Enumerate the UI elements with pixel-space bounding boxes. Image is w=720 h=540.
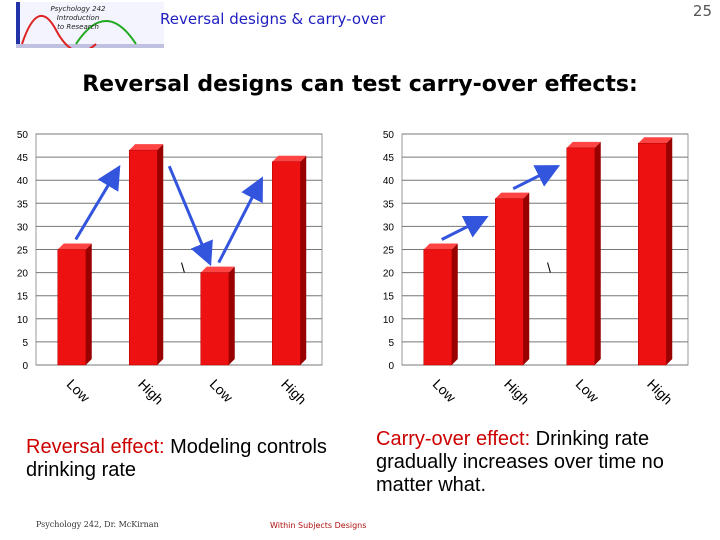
bar-side — [594, 141, 601, 365]
x-tick-label: Low — [207, 376, 237, 406]
caption-reversal: Reversal effect: Modeling controls drink… — [26, 436, 346, 482]
bar-side — [228, 266, 235, 365]
y-tick-label: 50 — [383, 130, 395, 141]
chart-2: 0 5 10 15 20 25 30 35 40 45 50 Low High Low High \ — [383, 130, 689, 408]
annotation: \ — [547, 260, 551, 276]
bar-side — [523, 192, 530, 365]
y-tick-label: 45 — [17, 153, 29, 164]
page-number: 25 — [692, 2, 712, 20]
bar — [495, 198, 524, 366]
y-tick-label: 35 — [17, 199, 29, 210]
x-tick-label: Low — [430, 376, 460, 406]
bar-side — [85, 243, 92, 365]
y-tick-label: 25 — [383, 246, 395, 257]
trend-arrow — [217, 176, 263, 264]
x-tick-label: High — [135, 376, 167, 408]
bar-top — [129, 144, 164, 151]
slide-title: Reversal designs & carry-over — [160, 10, 386, 28]
bar-top — [566, 141, 601, 148]
caption-carryover: Carry-over effect: Drinking rate gradual… — [376, 428, 706, 497]
y-tick-label: 20 — [383, 269, 395, 280]
y-tick-label: 15 — [383, 292, 395, 303]
bar-side — [157, 144, 164, 365]
y-tick-label: 20 — [17, 269, 29, 280]
y-tick-label: 30 — [17, 222, 29, 233]
charts-canvas: 0 5 10 15 20 25 30 35 40 45 50 Low High Low High \ 0 5 10 1… — [17, 130, 689, 408]
bar — [57, 249, 86, 366]
y-tick-label: 10 — [17, 315, 29, 326]
bar — [200, 272, 229, 366]
bar-side — [451, 243, 458, 365]
y-tick-label: 0 — [388, 361, 394, 372]
bar — [638, 142, 667, 366]
y-tick-label: 25 — [17, 246, 29, 257]
y-tick-label: 50 — [17, 130, 29, 141]
bar-side — [666, 137, 673, 365]
footer-topic: Within Subjects Designs — [270, 521, 367, 530]
bar — [129, 149, 158, 366]
y-tick-label: 5 — [22, 338, 28, 349]
bar — [423, 249, 452, 366]
annotation: \ — [181, 260, 185, 276]
y-tick-label: 45 — [383, 153, 395, 164]
bar-top — [272, 155, 307, 162]
y-tick-label: 40 — [17, 176, 29, 187]
y-tick-label: 30 — [383, 222, 395, 233]
y-tick-label: 15 — [17, 292, 29, 303]
y-tick-label: 40 — [383, 176, 395, 187]
y-tick-label: 35 — [383, 199, 395, 210]
chart-1: 0 5 10 15 20 25 30 35 40 45 50 Low High Low High \ — [17, 130, 323, 408]
caption-reversal-text: Modeling controls drinking rate — [26, 436, 327, 481]
x-tick-label: High — [501, 376, 533, 408]
bar-top — [495, 192, 530, 199]
x-tick-label: High — [278, 376, 310, 408]
x-tick-label: High — [644, 376, 676, 408]
y-tick-label: 10 — [383, 315, 395, 326]
trend-arrow — [74, 165, 121, 241]
bar — [566, 147, 595, 366]
caption-reversal-lead: Reversal effect: — [26, 436, 165, 458]
course-logo — [16, 2, 164, 48]
y-tick-label: 0 — [22, 361, 28, 372]
x-tick-label: Low — [573, 376, 603, 406]
bar-top — [57, 243, 92, 250]
bar — [272, 161, 301, 366]
caption-carryover-text: Drinking rate gradually increases over t… — [376, 428, 664, 496]
footer-course: Psychology 242, Dr. McKirnan — [36, 520, 159, 529]
caption-carryover-lead: Carry-over effect: — [376, 428, 531, 450]
logo-text: Psychology 242 Introduction to Research — [50, 5, 106, 31]
bar-top — [423, 243, 458, 250]
trend-arrow — [512, 165, 561, 191]
y-tick-label: 5 — [388, 338, 394, 349]
trend-arrow — [167, 165, 213, 267]
bar-side — [300, 155, 307, 365]
bar-top — [200, 266, 235, 273]
slide-heading: Reversal designs can test carry-over eff… — [82, 72, 638, 97]
bar-top — [638, 137, 673, 144]
x-tick-label: Low — [64, 376, 94, 406]
trend-arrow — [441, 215, 489, 241]
